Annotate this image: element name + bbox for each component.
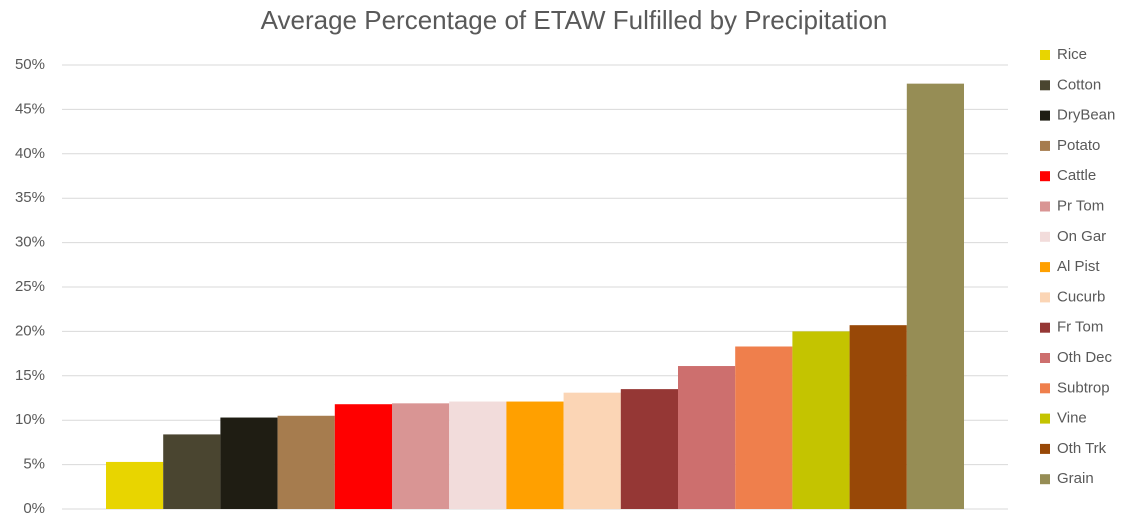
legend-swatch [1040,443,1050,454]
bar [334,404,392,509]
y-tick-label: 5% [23,456,45,473]
legend-label: Grain [1057,470,1094,487]
chart-title: Average Percentage of ETAW Fulfilled by … [261,5,888,35]
bar [906,83,964,509]
bar [277,415,335,509]
y-tick-label: 25% [15,278,45,295]
legend-swatch [1040,140,1050,151]
bar [792,331,850,509]
legend-swatch [1040,262,1050,273]
legend-label: On Gar [1057,228,1106,245]
y-tick-label: 35% [15,189,45,206]
legend-swatch [1040,413,1050,424]
legend-label: Pr Tom [1057,197,1104,214]
legend-label: Vine [1057,410,1087,427]
bar [449,401,507,509]
legend-swatch [1040,80,1050,91]
bar [678,366,736,509]
bar [735,346,793,509]
bar [620,389,678,509]
legend-label: Oth Trk [1057,440,1107,457]
legend-swatch [1040,292,1050,303]
y-tick-label: 15% [15,367,45,384]
legend-label: Fr Tom [1057,319,1103,336]
bar [849,325,907,509]
legend-label: Cotton [1057,76,1101,93]
legend-swatch [1040,322,1050,333]
bar [563,392,621,509]
y-tick-label: 30% [15,234,45,251]
bar [106,461,164,509]
legend-label: DryBean [1057,107,1115,124]
legend-swatch [1040,110,1050,121]
bar [506,401,564,509]
y-tick-label: 0% [23,500,45,516]
legend-label: Cattle [1057,167,1096,184]
y-tick-label: 20% [15,322,45,339]
legend-swatch [1040,353,1050,363]
bar [392,403,450,509]
y-tick-label: 40% [15,145,45,162]
legend-swatch [1040,171,1050,182]
legend-swatch [1040,383,1050,394]
bar [163,434,221,509]
bar [220,417,278,509]
legend-label: Cucurb [1057,288,1105,305]
legend-label: Oth Dec [1057,349,1113,366]
legend-swatch [1040,201,1050,212]
y-tick-label: 45% [15,100,45,117]
legend-label: Potato [1057,137,1100,154]
y-tick-label: 10% [15,411,45,428]
legend-label: Al Pist [1057,258,1100,275]
legend-swatch [1040,474,1050,485]
legend-swatch [1040,231,1050,242]
legend-label: Subtrop [1057,379,1110,396]
legend-label: Rice [1057,46,1087,63]
legend-swatch [1040,50,1050,60]
y-tick-label: 50% [15,56,45,73]
